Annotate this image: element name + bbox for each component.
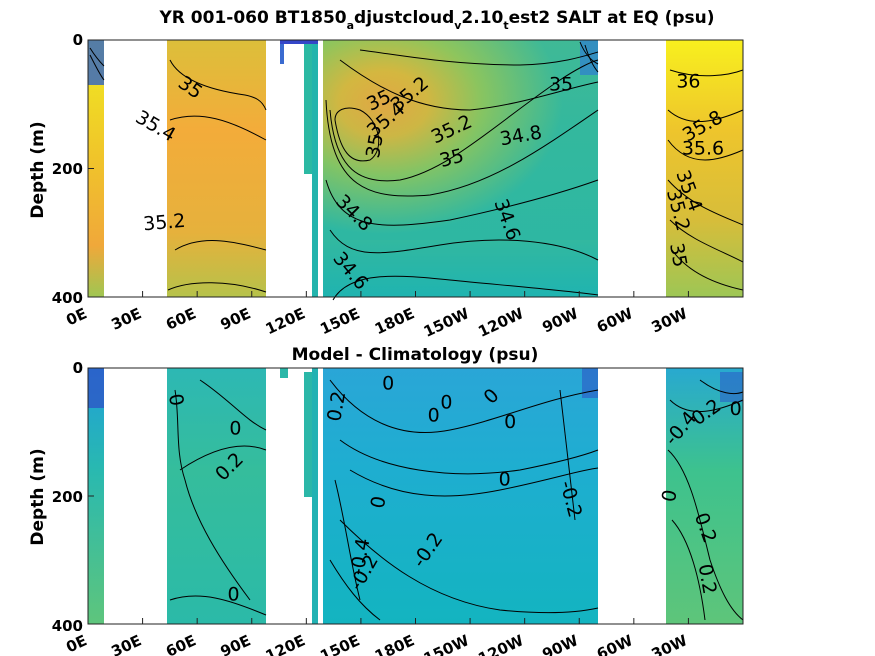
- bottom-xtick-label-8: 120W: [475, 631, 526, 656]
- atlantic-field: [666, 40, 743, 297]
- bottom-contour-label-3: 0: [228, 584, 240, 606]
- bottom-contour-label-10: 0: [499, 469, 511, 491]
- chart-title: YR 001-060 BT1850adjustcloudv2.10test2 S…: [158, 8, 714, 32]
- bottom-xtick-label-3: 90E: [218, 631, 254, 656]
- islands-strip-a: [280, 44, 284, 64]
- top-contour-label-14: 36: [676, 70, 700, 92]
- bottom-xtick-label-11: 30W: [649, 631, 691, 656]
- top-xtick-label-3: 90E: [218, 304, 254, 333]
- pacific-field-core: [323, 40, 598, 240]
- bottom-contour-label-0: 0: [164, 392, 188, 408]
- top-contour-label-16: 35.6: [682, 138, 724, 160]
- top-xtick-label-4: 120E: [263, 304, 308, 338]
- bottom-y-axis-label: Depth (m): [28, 448, 48, 545]
- top-xtick-label-0: 0E: [63, 304, 89, 329]
- top-xtick-label-9: 90W: [539, 304, 581, 336]
- bottom-contour-label-4: 0.2: [323, 390, 350, 424]
- islands-strip-c: [312, 40, 320, 297]
- bottom-xtick-label-4: 120E: [263, 631, 308, 656]
- diff-atlantic-field: [666, 368, 743, 624]
- top-xtick-label-6: 180E: [372, 304, 417, 338]
- indian-ocean-field: [167, 40, 266, 297]
- top-xtick-label-7: 150W: [421, 304, 472, 341]
- top-ytick-0: 0: [73, 31, 83, 49]
- top-y-axis-label: Depth (m): [28, 121, 48, 218]
- diff-indian-field: [167, 368, 266, 624]
- islands-strip-d: [318, 40, 323, 297]
- bottom-contour-label-21: 0.2: [694, 562, 721, 596]
- diff-islands-b: [312, 368, 320, 624]
- bottom-contour-label-1: 0: [229, 417, 241, 439]
- africa-atlantic-field: [88, 40, 104, 297]
- bottom-ytick-0: 0: [73, 359, 83, 377]
- bottom-contour-label-19: 0: [658, 488, 682, 504]
- fresh-plume-west: [88, 40, 104, 85]
- diff-islands-d: [280, 368, 288, 378]
- top-ytick-200: 200: [52, 160, 83, 178]
- bottom-contour-label-7: 0: [440, 392, 452, 414]
- top-contour-label-6: 35: [362, 132, 388, 160]
- diff-africa-field: [88, 368, 104, 624]
- bottom-xtick-label-6: 180E: [372, 631, 417, 656]
- top-xtick-label-2: 60E: [163, 304, 199, 333]
- top-xtick-label-1: 30E: [108, 304, 144, 333]
- top-ytick-400: 400: [52, 289, 83, 307]
- bottom-xtick-label-9: 90W: [539, 631, 581, 656]
- top-contour-label-10: 35: [549, 73, 573, 95]
- diff-fresh-east: [582, 368, 598, 398]
- bottom-contour-label-11: 0: [367, 494, 391, 510]
- diff-islands-a: [304, 372, 312, 497]
- bottom-contours: [169, 379, 744, 621]
- bottom-y-ticks: 0 200 400: [52, 359, 83, 635]
- bottom-xtick-label-7: 150W: [421, 631, 472, 656]
- bottom-contour-label-5: 0: [382, 373, 394, 395]
- bottom-contour-label-6: 0: [428, 405, 440, 427]
- bottom-contour-label-18: 0: [730, 398, 742, 420]
- top-xtick-label-11: 30W: [649, 304, 691, 336]
- bottom-xtick-label-2: 60E: [163, 631, 199, 656]
- diff-panel-title: Model - Climatology (psu): [292, 345, 539, 365]
- bottom-contour-label-9: 0: [504, 411, 516, 433]
- bottom-xtick-label-10: 60W: [594, 631, 636, 656]
- islands-strip-b: [304, 44, 312, 174]
- top-y-ticks: 0 200 400: [52, 31, 83, 307]
- top-xtick-label-8: 120W: [475, 304, 526, 341]
- islands-strip-e: [280, 40, 318, 44]
- bottom-ytick-400: 400: [52, 617, 83, 635]
- bottom-xtick-label-1: 30E: [108, 631, 144, 656]
- bottom-ytick-200: 200: [52, 488, 83, 506]
- diff-atl-fresh: [720, 372, 743, 402]
- top-contour-label-19: 35: [665, 241, 691, 269]
- bottom-xtick-label-0: 0E: [63, 631, 89, 656]
- top-xtick-label-5: 150E: [317, 304, 362, 338]
- diff-pacific-field: [323, 368, 598, 624]
- top-xtick-label-10: 60W: [594, 304, 636, 336]
- diff-fresh-west: [88, 368, 104, 408]
- top-contour-label-2: 35.2: [142, 210, 186, 236]
- diff-islands-c: [318, 368, 323, 624]
- top-contours: [89, 41, 744, 301]
- bottom-xtick-label-5: 150E: [317, 631, 362, 656]
